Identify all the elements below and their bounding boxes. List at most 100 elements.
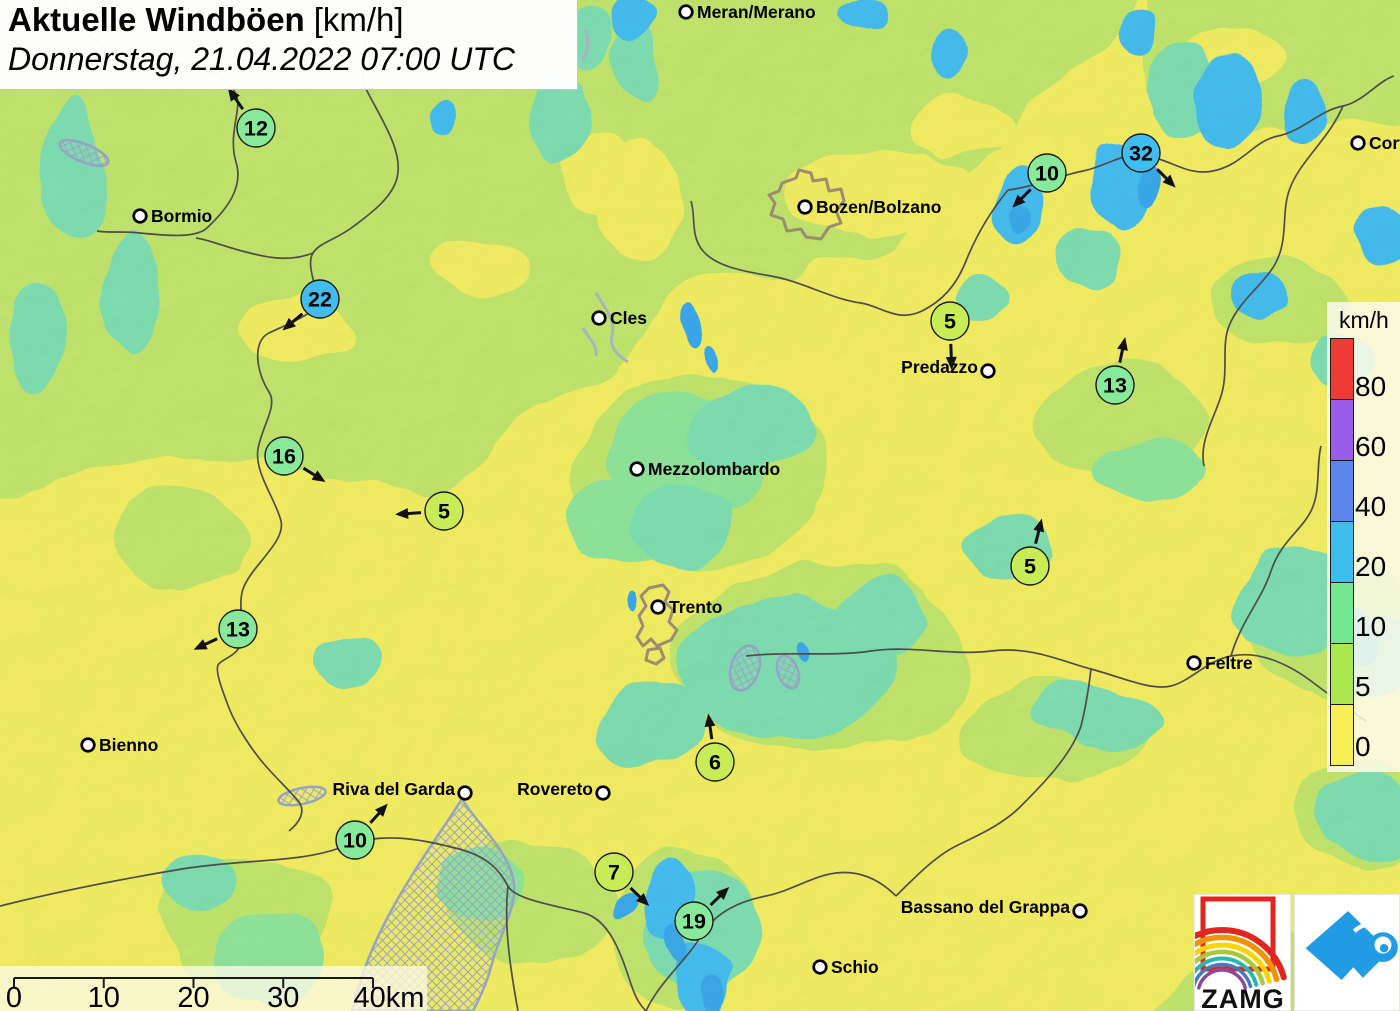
- wind-gust-circle: [1121, 133, 1161, 173]
- wind-gust-value: 5: [1024, 555, 1036, 579]
- wind-gust-circle: [674, 901, 714, 941]
- city-marker: Mezzolombardo: [629, 459, 780, 479]
- wind-arrow-head: [636, 893, 650, 907]
- city-label: Riva del Garda: [332, 779, 455, 799]
- scale-label: 40km: [354, 982, 425, 1011]
- wind-gust-circle: [300, 279, 340, 319]
- color-legend: km/h 80 60 40 20 10 5 0: [1327, 302, 1400, 772]
- city-marker: Predazzo: [901, 357, 996, 379]
- city-dot: [595, 785, 611, 801]
- mountain-cloud-icon: [1305, 911, 1398, 980]
- wind-direction-arrow: [629, 886, 642, 899]
- wind-gust-value: 10: [343, 829, 367, 853]
- title-text: Aktuelle Windböen: [8, 1, 305, 38]
- wind-gust-value: 10: [1035, 162, 1059, 186]
- wind-gust-circle: [930, 301, 970, 341]
- city-label: Trento: [669, 597, 722, 617]
- city-marker: Rovereto: [517, 779, 611, 801]
- wind-station: 13: [193, 609, 258, 650]
- scale-label: 20: [177, 982, 209, 1011]
- lake-garda: [350, 796, 516, 1011]
- city-label: Meran/Merano: [697, 2, 816, 22]
- city-label: Mezzolombardo: [648, 459, 780, 479]
- city-label: Rovereto: [517, 779, 593, 799]
- hatched-lakes: [58, 138, 801, 1011]
- city-marker: Bassano del Grappa: [901, 897, 1088, 919]
- city-marker: Bozen/Bolzano: [797, 197, 941, 217]
- wind-arrow-head: [311, 470, 326, 482]
- zamg-logo-graphic: ZAMG: [1157, 896, 1287, 1011]
- wind-gust-circle: [695, 742, 735, 782]
- wind-arrow-head: [1033, 518, 1045, 533]
- wind-gust-value: 13: [226, 618, 250, 642]
- wind-arrow-head: [1117, 337, 1128, 351]
- city-dot: [591, 310, 607, 326]
- city-dot: [678, 4, 694, 20]
- city-label: Bassano del Grappa: [901, 897, 1070, 917]
- wind-station: 10: [1012, 153, 1067, 208]
- map-title: Aktuelle Windböen [km/h]: [8, 1, 577, 39]
- wind-direction-arrow: [233, 96, 245, 111]
- city-dot: [457, 785, 473, 801]
- partner-logo: [1294, 894, 1400, 1011]
- wind-gust-circle: [218, 609, 258, 649]
- wind-arrow-head: [282, 317, 296, 331]
- city-marker: Riva del Garda: [332, 779, 473, 801]
- wind-station: 16: [264, 436, 326, 482]
- wind-arrow-head: [375, 803, 388, 817]
- wind-gust-value: 16: [272, 445, 296, 469]
- city-boundaries: [635, 168, 846, 666]
- title-unit: [km/h]: [313, 1, 404, 38]
- river-marks: [580, 29, 629, 364]
- legend-segment: [1331, 522, 1353, 583]
- wind-gust-value: 5: [438, 500, 450, 524]
- wind-direction-arrow: [1034, 529, 1041, 545]
- wind-gust-circle: [264, 436, 304, 476]
- wind-gust-value: 5: [944, 310, 956, 334]
- city-dot: [132, 208, 148, 224]
- city-marker: Feltre: [1186, 653, 1253, 673]
- city-label: Bozen/Bolzano: [816, 197, 941, 217]
- zamg-wordmark: ZAMG: [1201, 984, 1284, 1011]
- wind-gust-circle: [1027, 153, 1067, 193]
- wind-station: 5: [395, 491, 464, 531]
- city-dot: [1186, 655, 1202, 671]
- legend-segment: [1331, 339, 1353, 400]
- wind-direction-arrow: [708, 725, 714, 740]
- zamg-logo: ZAMG: [1157, 894, 1291, 1011]
- wind-station: 5: [1010, 518, 1050, 586]
- wind-arrow-head: [395, 508, 409, 519]
- title-box: Aktuelle Windböen [km/h] Donnerstag, 21.0…: [0, 0, 578, 90]
- city-marker: Bormio: [132, 206, 212, 226]
- wind-gust-value: 19: [682, 910, 706, 934]
- city-label: Cortina: [1369, 133, 1400, 153]
- city-label: Schio: [831, 957, 879, 977]
- city-label: Bormio: [151, 206, 212, 226]
- scale-bar-graphic: 0 10 20 30 40km: [6, 977, 425, 1011]
- city-dot: [812, 959, 828, 975]
- city-dot: [980, 363, 996, 379]
- partner-logo-graphic: [1305, 911, 1398, 980]
- wind-arrow-head: [945, 356, 957, 370]
- city-dot: [650, 599, 666, 615]
- wind-gust-circle: [1095, 365, 1135, 405]
- wind-station: 13: [1095, 337, 1135, 405]
- wind-gust-value: 13: [1103, 374, 1127, 398]
- city-dot: [80, 737, 96, 753]
- wind-stations-layer: 12 32 10 22 5 13 16 5 5 13 6 10 7 19: [193, 87, 1176, 941]
- city-dot: [797, 199, 813, 215]
- city-marker: Meran/Merano: [678, 2, 816, 22]
- wind-arrow-head: [704, 713, 716, 728]
- city-dot: [1072, 903, 1088, 919]
- city-label: Feltre: [1205, 653, 1253, 673]
- wind-arrow-head: [1012, 194, 1026, 208]
- wind-direction-arrow: [369, 811, 381, 824]
- legend-segment: [1331, 400, 1353, 461]
- wind-station: 32: [1121, 133, 1176, 188]
- zamg-rainbow: [1157, 927, 1287, 990]
- wind-arrow-head: [716, 886, 730, 900]
- wind-gust-value: 6: [709, 751, 721, 775]
